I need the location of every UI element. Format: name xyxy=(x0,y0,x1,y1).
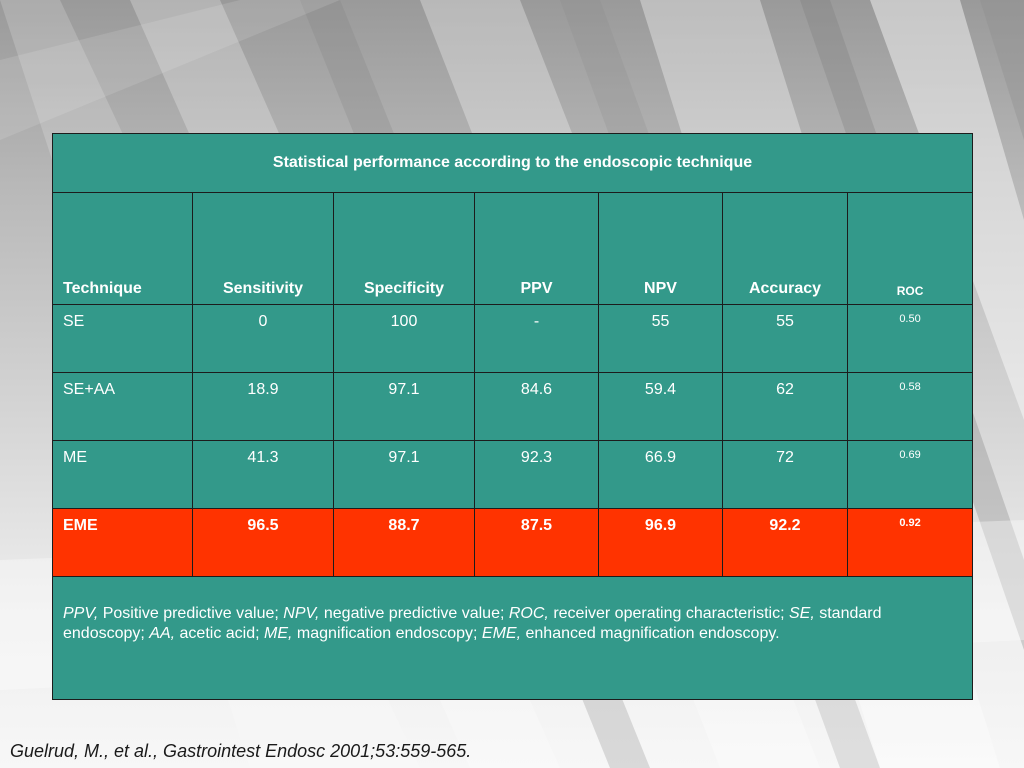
specificity-cell: 97.1 xyxy=(333,372,475,441)
roc-cell: 0.69 xyxy=(846,440,974,509)
accuracy-cell: 92.2 xyxy=(722,508,848,577)
footnote-text: enhanced magnification endoscopy. xyxy=(521,625,780,642)
footnote-text: receiver operating characteristic; xyxy=(548,605,789,622)
footnote-text: negative predictive value; xyxy=(319,605,509,622)
header-technique: Technique xyxy=(52,192,193,305)
header-accuracy: Accuracy xyxy=(722,192,848,305)
roc-cell: 0.58 xyxy=(846,372,974,441)
ppv-cell: 92.3 xyxy=(474,440,599,509)
citation: Guelrud, M., et al., Gastrointest Endosc… xyxy=(10,741,472,761)
ppv-cell: 84.6 xyxy=(474,372,599,441)
ppv-cell: 87.5 xyxy=(474,508,599,577)
roc-cell: 0.50 xyxy=(846,304,974,373)
accuracy-cell: 55 xyxy=(722,304,848,373)
footnote-text: magnification endoscopy; xyxy=(292,625,482,642)
accuracy-cell: 72 xyxy=(722,440,848,509)
technique-cell: ME xyxy=(52,440,193,509)
table-title-row: Statistical performance according to the… xyxy=(51,133,974,193)
table-title: Statistical performance according to the… xyxy=(51,133,974,193)
roc-cell: 0.92 xyxy=(846,508,974,577)
footnote-term: ROC, xyxy=(508,605,549,622)
header-specificity: Specificity xyxy=(333,192,475,305)
header-roc: ROC xyxy=(846,192,974,305)
table-footnote: PPV, Positive predictive value; NPV, neg… xyxy=(51,576,974,700)
ppv-cell: - xyxy=(474,304,599,373)
sensitivity-cell: 96.5 xyxy=(192,508,334,577)
npv-cell: 55 xyxy=(598,304,723,373)
table-footnote-row: PPV, Positive predictive value; NPV, neg… xyxy=(51,576,974,700)
highlighted-table-row: EME 96.5 88.7 87.5 96.9 92.2 0.92 xyxy=(52,508,974,577)
statistics-table: Statistical performance according to the… xyxy=(51,133,974,700)
npv-cell: 59.4 xyxy=(598,372,723,441)
sensitivity-cell: 18.9 xyxy=(192,372,334,441)
table-header-row: Technique Sensitivity Specificity PPV NP… xyxy=(52,192,974,305)
header-ppv: PPV xyxy=(474,192,599,305)
footnote-term: SE, xyxy=(788,605,815,622)
specificity-cell: 88.7 xyxy=(333,508,475,577)
header-npv: NPV xyxy=(598,192,723,305)
footnote-term: EME, xyxy=(481,625,522,642)
accuracy-cell: 62 xyxy=(722,372,848,441)
sensitivity-cell: 41.3 xyxy=(192,440,334,509)
table-row: ME 41.3 97.1 92.3 66.9 72 0.69 xyxy=(52,440,974,509)
specificity-cell: 97.1 xyxy=(333,440,475,509)
footnote-text: standard endoscopy; xyxy=(63,605,882,642)
header-sensitivity: Sensitivity xyxy=(192,192,334,305)
npv-cell: 96.9 xyxy=(598,508,723,577)
table-row: SE+AA 18.9 97.1 84.6 59.4 62 0.58 xyxy=(52,372,974,441)
footnote-term: NPV, xyxy=(283,605,320,622)
specificity-cell: 100 xyxy=(333,304,475,373)
table-row: SE 0 100 - 55 55 0.50 xyxy=(52,304,974,373)
footnote-term: PPV, xyxy=(63,605,99,622)
technique-cell: SE xyxy=(52,304,193,373)
footnote-term: AA, xyxy=(149,625,176,642)
technique-cell: EME xyxy=(52,508,193,577)
footnote-text: Positive predictive value; xyxy=(98,605,284,622)
footnote-term: ME, xyxy=(264,625,293,642)
npv-cell: 66.9 xyxy=(598,440,723,509)
footnote-text: acetic acid; xyxy=(175,625,265,642)
sensitivity-cell: 0 xyxy=(192,304,334,373)
technique-cell: SE+AA xyxy=(52,372,193,441)
